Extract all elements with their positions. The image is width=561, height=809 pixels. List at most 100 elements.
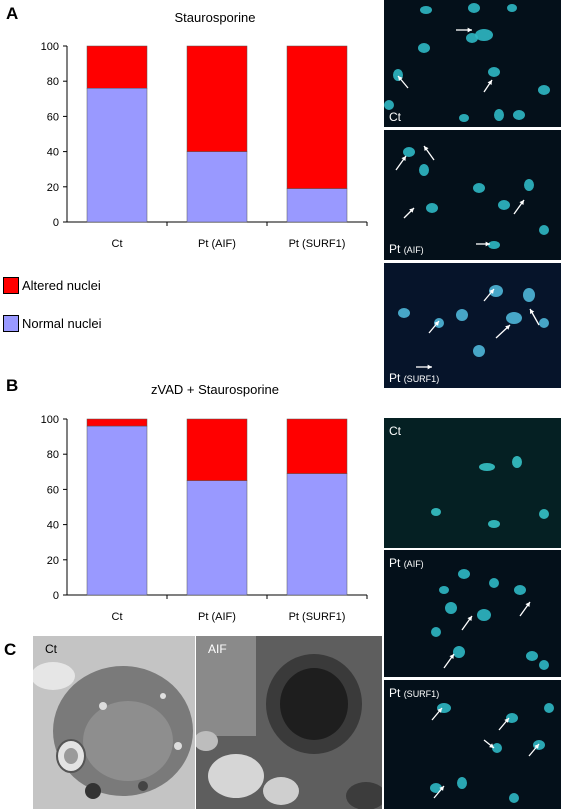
micrograph-a-surf1: Pt (SURF1) <box>384 263 561 388</box>
y-tick-label: 100 <box>41 414 59 426</box>
em-image-aif: AIF <box>196 636 382 809</box>
nucleus <box>507 4 517 12</box>
bar-altered <box>186 418 248 481</box>
nucleus <box>458 569 470 579</box>
micrograph-b-aif: Pt (AIF) <box>384 550 561 677</box>
nucleus <box>459 114 469 122</box>
arrowhead <box>525 602 530 607</box>
arrowhead <box>489 743 494 748</box>
nucleus <box>539 318 549 328</box>
nucleus <box>475 29 493 41</box>
nucleus <box>494 109 504 121</box>
chart-a-title: Staurosporine <box>174 10 256 25</box>
nucleus <box>524 179 534 191</box>
em-image-ct: Ct <box>33 636 195 809</box>
nucleus <box>420 6 432 14</box>
y-tick-label: 60 <box>47 111 59 123</box>
nucleus <box>457 777 467 789</box>
nucleus <box>506 312 522 324</box>
bar-altered <box>86 418 148 427</box>
arrowhead <box>489 289 494 294</box>
chart-b-title: zVAD + Staurosporine <box>150 382 280 397</box>
panel-label-c: C <box>4 640 17 659</box>
nucleus <box>488 67 500 77</box>
nucleus <box>439 586 449 594</box>
nucleus <box>456 309 468 321</box>
arrowhead <box>530 309 535 314</box>
arrowhead <box>467 616 472 621</box>
micrograph-label: Pt (AIF) <box>389 556 424 570</box>
y-tick-label: 60 <box>47 484 59 496</box>
nucleus <box>473 345 485 357</box>
bar-normal <box>186 480 248 596</box>
nucleus <box>453 646 465 658</box>
y-tick-label: 80 <box>47 76 59 88</box>
bar-altered <box>286 45 348 189</box>
nuclei-layer <box>395 145 549 249</box>
x-tick-label: Pt (SURF1) <box>289 238 346 250</box>
y-tick-label: 0 <box>53 217 59 229</box>
micrograph-a-aif: Pt (AIF) <box>384 130 561 260</box>
y-tick-label: 20 <box>47 555 59 567</box>
nucleus <box>431 627 441 637</box>
nucleus <box>514 585 526 595</box>
nucleus <box>384 100 394 110</box>
y-tick-label: 80 <box>47 449 59 461</box>
nucleus <box>468 3 480 13</box>
nucleus <box>431 508 441 516</box>
em-label-ct: Ct <box>45 642 57 656</box>
nuclei-layer <box>384 3 550 122</box>
bar-normal <box>286 188 348 223</box>
micrograph-label: Ct <box>389 424 401 438</box>
bar-normal <box>186 151 248 223</box>
bar-altered <box>286 418 348 474</box>
nucleus <box>434 318 444 328</box>
nucleus <box>445 602 457 614</box>
y-tick-label: 40 <box>47 520 59 532</box>
y-tick-label: 0 <box>53 590 59 602</box>
nucleus <box>506 713 518 723</box>
y-tick-label: 40 <box>47 147 59 159</box>
x-tick-label: Pt (SURF1) <box>289 611 346 623</box>
x-tick-label: Pt (AIF) <box>198 611 236 623</box>
micrograph-a-ct: Ct <box>384 0 561 127</box>
arrowhead <box>519 200 524 205</box>
nucleus <box>430 783 442 793</box>
nucleus <box>466 33 478 43</box>
x-tick-label: Pt (AIF) <box>198 238 236 250</box>
nucleus <box>539 225 549 235</box>
arrowhead <box>427 364 432 370</box>
nuclei-layer <box>430 703 554 803</box>
bar-normal <box>286 473 348 596</box>
nucleus <box>419 164 429 176</box>
nucleus <box>538 85 550 95</box>
arrowhead <box>534 744 539 749</box>
arrowhead <box>467 27 472 33</box>
nucleus <box>418 43 430 53</box>
micrograph-label: Pt (SURF1) <box>389 371 440 385</box>
panel-label-b: B <box>6 376 19 395</box>
nucleus <box>512 456 522 468</box>
legend-label-altered: Altered nuclei <box>22 278 101 293</box>
nucleus <box>513 110 525 120</box>
x-tick-label: Ct <box>112 238 123 250</box>
y-tick-label: 20 <box>47 182 59 194</box>
nucleus <box>492 743 502 753</box>
nucleus <box>489 285 503 297</box>
nucleus <box>539 509 549 519</box>
arrowhead <box>437 708 442 713</box>
bar-normal <box>86 425 148 596</box>
nucleus <box>473 183 485 193</box>
nucleus <box>477 609 491 621</box>
nucleus <box>489 578 499 588</box>
arrowhead <box>398 76 403 81</box>
arrowhead <box>485 241 490 247</box>
x-tick-label: Ct <box>112 611 123 623</box>
arrowhead <box>449 654 454 659</box>
em-aif-texture <box>196 636 382 809</box>
nucleus <box>488 520 500 528</box>
y-tick-label: 100 <box>41 41 59 53</box>
nucleus <box>479 463 495 471</box>
arrowhead <box>505 325 510 330</box>
legend-swatch-altered <box>3 277 19 294</box>
